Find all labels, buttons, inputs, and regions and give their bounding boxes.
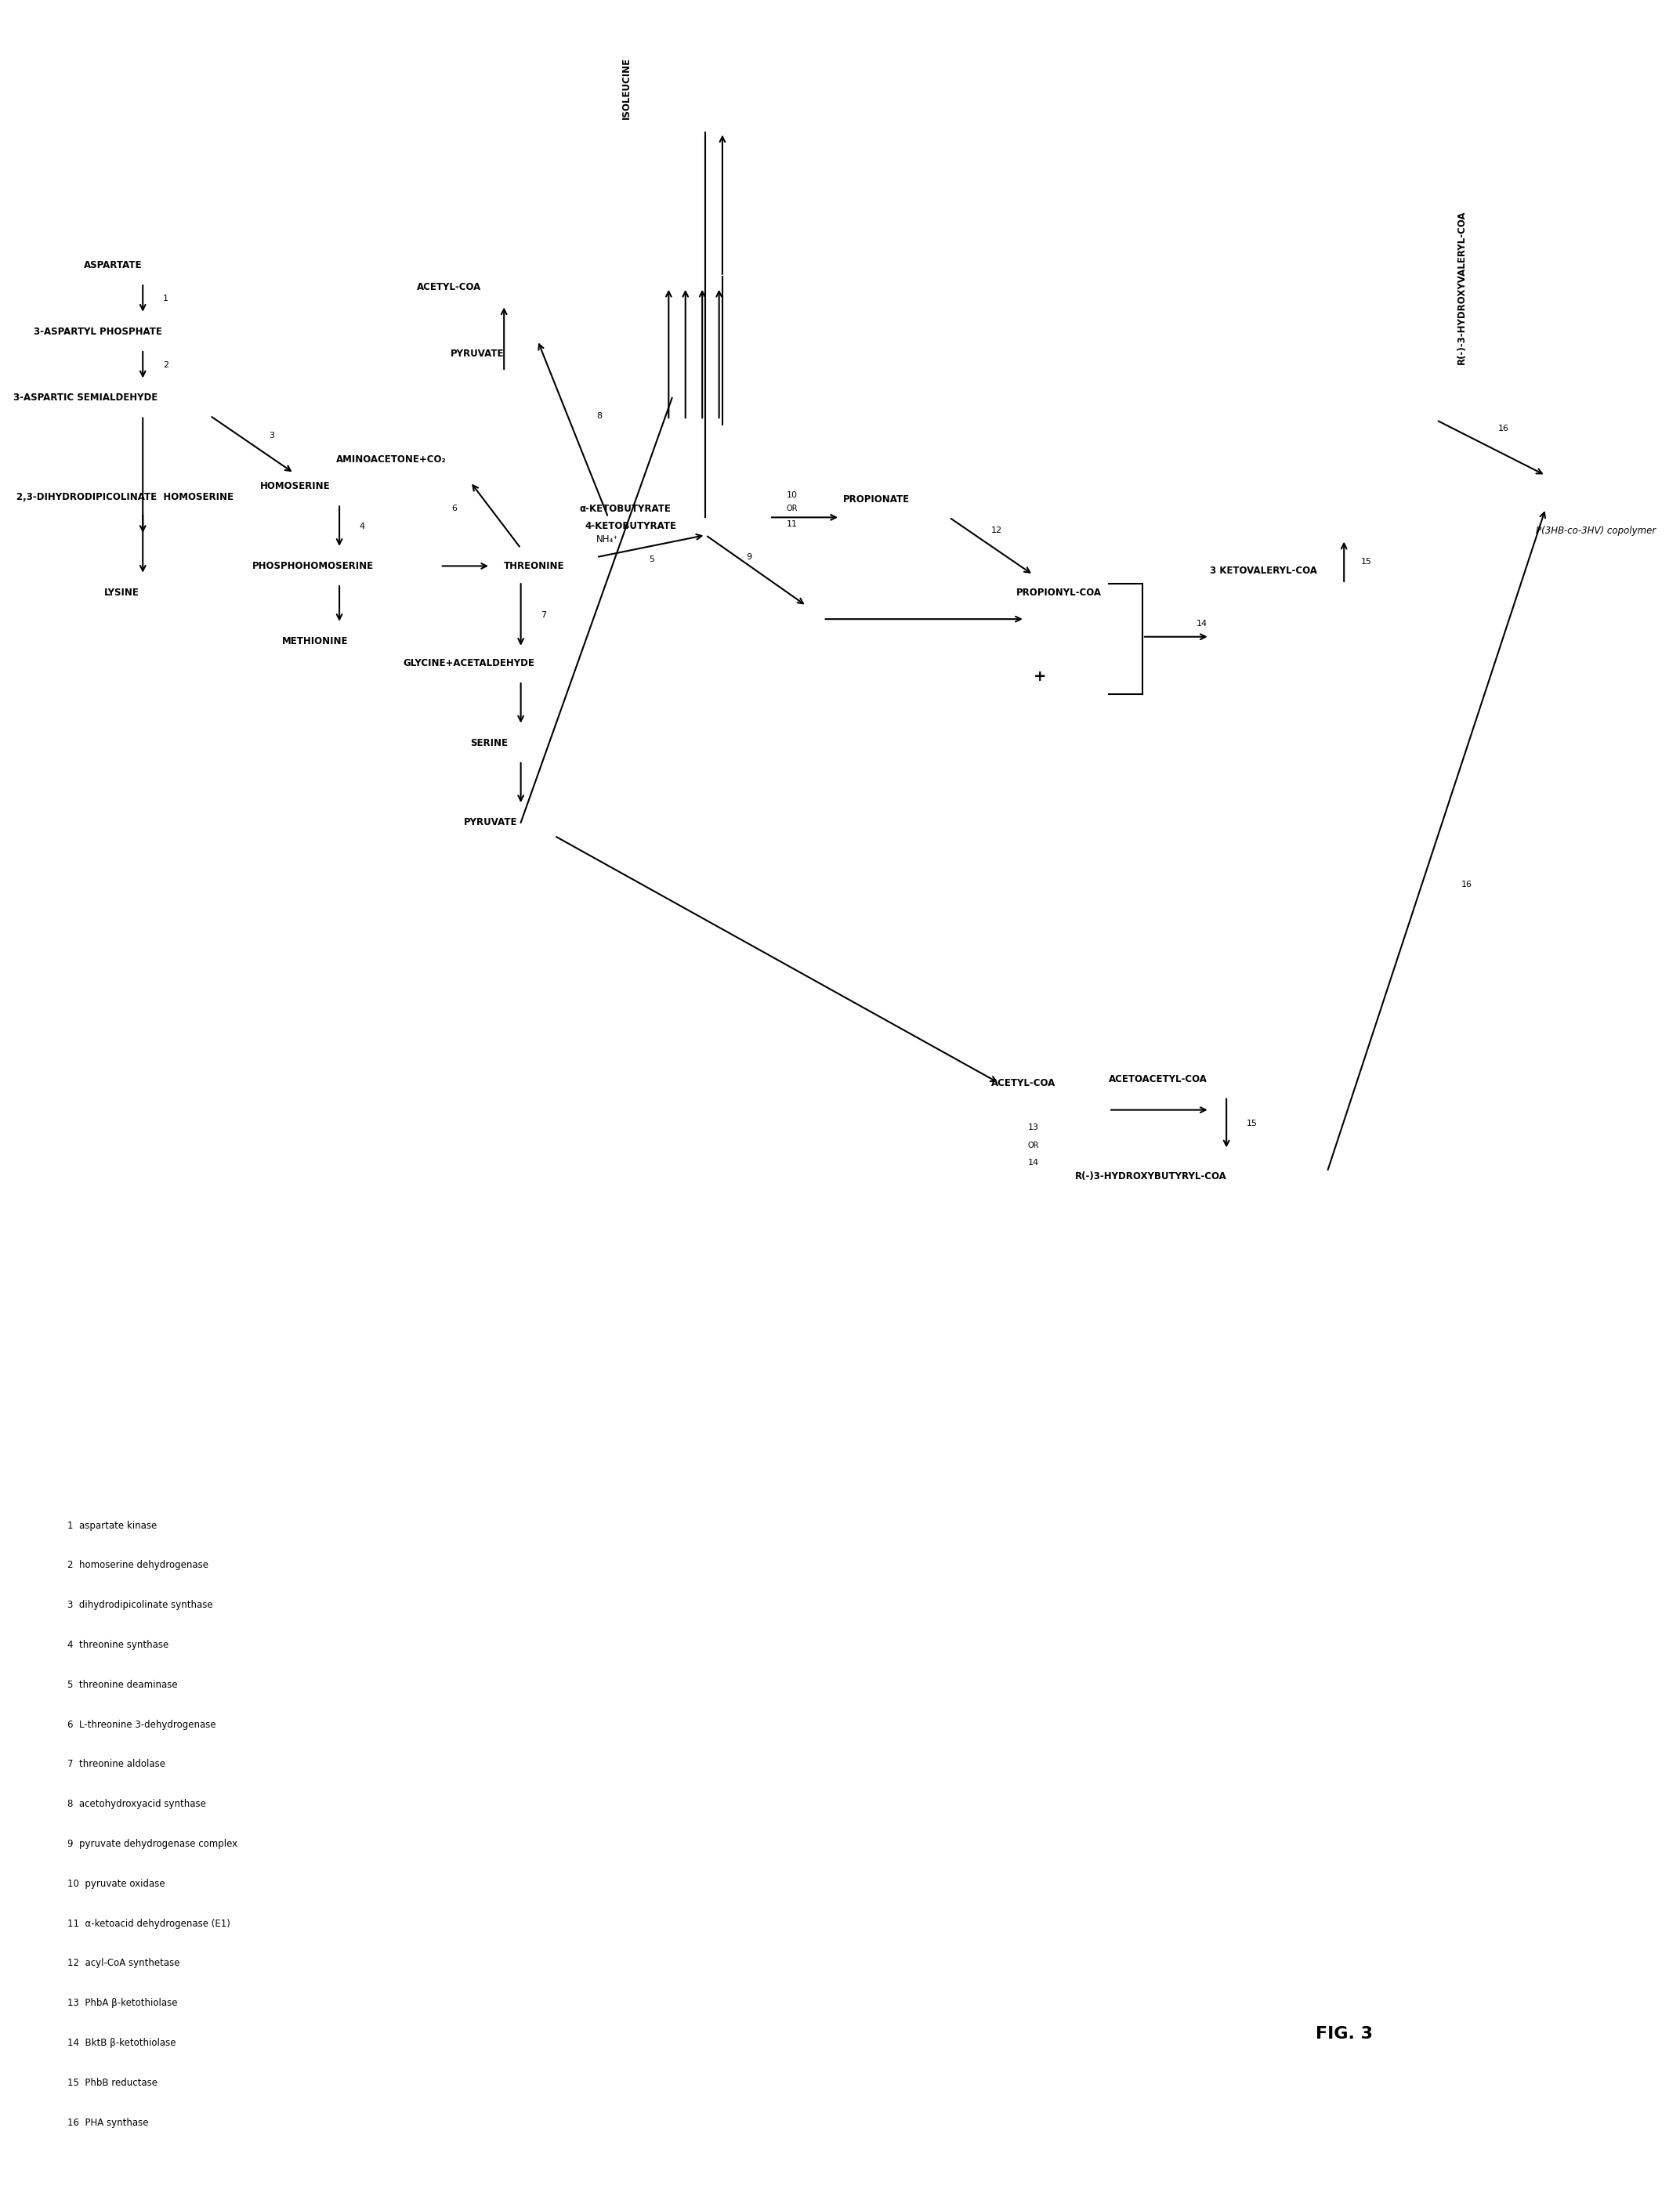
Text: 3 KETOVALERYL-COA: 3 KETOVALERYL-COA bbox=[1210, 566, 1317, 575]
Text: R(-)3-HYDROXYBUTYRYL-COA: R(-)3-HYDROXYBUTYRYL-COA bbox=[1075, 1172, 1226, 1181]
Text: OR: OR bbox=[1028, 1141, 1038, 1150]
Text: 5: 5 bbox=[648, 555, 655, 564]
Text: 13  PhbA β-ketothiolase: 13 PhbA β-ketothiolase bbox=[67, 1999, 178, 2008]
Text: 15: 15 bbox=[1361, 557, 1373, 566]
Text: OR: OR bbox=[786, 504, 798, 513]
Text: 8: 8 bbox=[596, 411, 601, 420]
Text: PHOSPHOHOMOSERINE: PHOSPHOHOMOSERINE bbox=[252, 562, 373, 570]
Text: 15  PhbB reductase: 15 PhbB reductase bbox=[67, 2078, 158, 2087]
Text: 3  dihydrodipicolinate synthase: 3 dihydrodipicolinate synthase bbox=[67, 1601, 213, 1610]
Text: 16: 16 bbox=[1462, 880, 1473, 889]
Text: 13: 13 bbox=[1028, 1123, 1038, 1132]
Text: 4  threonine synthase: 4 threonine synthase bbox=[67, 1641, 168, 1649]
Text: P(3HB-co-3HV) copolymer: P(3HB-co-3HV) copolymer bbox=[1536, 526, 1656, 535]
Text: 6: 6 bbox=[452, 504, 457, 513]
Text: 3-ASPARTIC SEMIALDEHYDE: 3-ASPARTIC SEMIALDEHYDE bbox=[13, 394, 158, 402]
Text: AMINOACETONE+CO₂: AMINOACETONE+CO₂ bbox=[336, 455, 447, 464]
Text: 2: 2 bbox=[163, 360, 168, 369]
Text: METHIONINE: METHIONINE bbox=[282, 637, 348, 646]
Text: 9: 9 bbox=[746, 553, 751, 562]
Text: α-KETOBUTYRATE: α-KETOBUTYRATE bbox=[580, 504, 672, 513]
Text: 1  aspartate kinase: 1 aspartate kinase bbox=[67, 1521, 156, 1530]
Text: LYSINE: LYSINE bbox=[104, 588, 139, 597]
Text: 6  L-threonine 3-dehydrogenase: 6 L-threonine 3-dehydrogenase bbox=[67, 1720, 215, 1729]
Text: 2  homoserine dehydrogenase: 2 homoserine dehydrogenase bbox=[67, 1561, 208, 1570]
Text: ACETOACETYL-COA: ACETOACETYL-COA bbox=[1109, 1075, 1208, 1083]
Text: 10  pyruvate oxidase: 10 pyruvate oxidase bbox=[67, 1879, 165, 1888]
Text: ACETYL-COA: ACETYL-COA bbox=[417, 283, 480, 292]
Text: PROPIONATE: PROPIONATE bbox=[843, 495, 911, 504]
Text: 14  BktB β-ketothiolase: 14 BktB β-ketothiolase bbox=[67, 2039, 176, 2047]
Text: PYRUVATE: PYRUVATE bbox=[464, 818, 517, 827]
Text: PROPIONYL-COA: PROPIONYL-COA bbox=[1016, 588, 1102, 597]
Text: 12  acyl-CoA synthetase: 12 acyl-CoA synthetase bbox=[67, 1959, 180, 1968]
Text: 12: 12 bbox=[991, 526, 1003, 535]
Text: 5  threonine deaminase: 5 threonine deaminase bbox=[67, 1680, 178, 1689]
Text: +: + bbox=[1033, 670, 1047, 683]
Text: ASPARTATE: ASPARTATE bbox=[84, 261, 143, 270]
Text: 4-KETOBUTYRATE: 4-KETOBUTYRATE bbox=[585, 522, 677, 531]
Text: 2,3-DIHYDRODIPICOLINATE  HOMOSERINE: 2,3-DIHYDRODIPICOLINATE HOMOSERINE bbox=[17, 493, 234, 502]
Text: GLYCINE+ACETALDEHYDE: GLYCINE+ACETALDEHYDE bbox=[403, 659, 534, 668]
Text: 14: 14 bbox=[1028, 1159, 1038, 1167]
Text: HOMOSERINE: HOMOSERINE bbox=[260, 482, 331, 491]
Text: 14: 14 bbox=[1196, 619, 1208, 628]
Text: ACETYL-COA: ACETYL-COA bbox=[991, 1079, 1055, 1088]
Text: THREONINE: THREONINE bbox=[504, 562, 564, 570]
Text: 7: 7 bbox=[541, 610, 546, 619]
Text: 16  PHA synthase: 16 PHA synthase bbox=[67, 2118, 148, 2127]
Text: ISOLEUCINE: ISOLEUCINE bbox=[622, 57, 632, 119]
Text: 10: 10 bbox=[786, 491, 798, 500]
Text: 4: 4 bbox=[360, 522, 365, 531]
Text: SERINE: SERINE bbox=[470, 738, 507, 747]
Text: 15: 15 bbox=[1247, 1119, 1258, 1128]
Text: 1: 1 bbox=[163, 294, 168, 303]
Text: R(-)-3-HYDROXYVALERYL-COA: R(-)-3-HYDROXYVALERYL-COA bbox=[1457, 210, 1467, 365]
Text: 3: 3 bbox=[269, 431, 274, 440]
Text: NH₄⁺: NH₄⁺ bbox=[596, 535, 618, 544]
Text: 8  acetohydroxyacid synthase: 8 acetohydroxyacid synthase bbox=[67, 1800, 205, 1809]
Text: 11: 11 bbox=[786, 520, 798, 528]
Text: 11  α-ketoacid dehydrogenase (E1): 11 α-ketoacid dehydrogenase (E1) bbox=[67, 1919, 230, 1928]
Text: FIG. 3: FIG. 3 bbox=[1315, 2025, 1373, 2043]
Text: 16: 16 bbox=[1499, 425, 1509, 433]
Text: 7  threonine aldolase: 7 threonine aldolase bbox=[67, 1760, 165, 1769]
Text: PYRUVATE: PYRUVATE bbox=[450, 349, 504, 358]
Text: 9  pyruvate dehydrogenase complex: 9 pyruvate dehydrogenase complex bbox=[67, 1840, 237, 1848]
Text: 3-ASPARTYL PHOSPHATE: 3-ASPARTYL PHOSPHATE bbox=[34, 327, 161, 336]
